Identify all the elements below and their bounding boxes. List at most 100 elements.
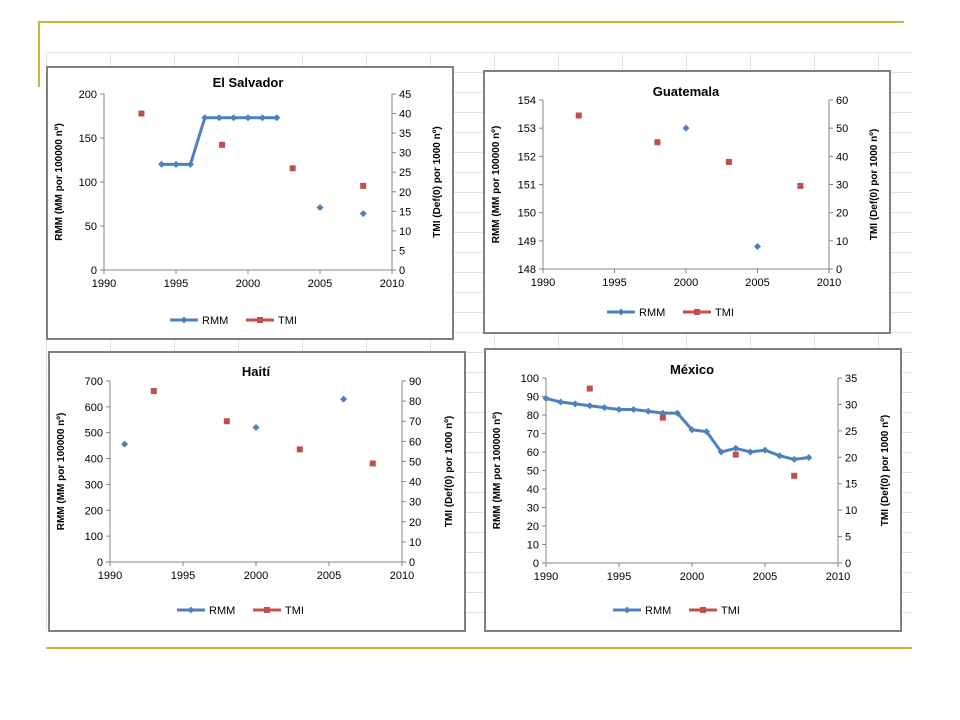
y2-tick-label: 30 xyxy=(399,148,411,160)
chart-svg: México 0 10 20 30 40 50 60 70 80 90 100 0 5 10 15 20 25 30… xyxy=(492,362,891,617)
chart-title: Haití xyxy=(242,364,271,379)
y-axis-title: RMM (MM por 100000 nº) xyxy=(56,413,67,531)
tmi-data-point xyxy=(797,182,804,189)
rmm-data-point xyxy=(644,407,652,415)
chart-haiti[interactable]: Haití 0 100 200 300 400 500 600 700 0 10 20 30 40 50 60… xyxy=(48,351,466,632)
x-tick-label: 1995 xyxy=(171,570,195,582)
chart-svg: Haití 0 100 200 300 400 500 600 700 0 10 20 30 40 50 60… xyxy=(56,364,455,617)
y-axis-title: RMM (MM por 100000 nº) xyxy=(54,123,65,241)
tmi-data-point xyxy=(296,446,303,453)
y2-axis-title: TMI (Def(0) por 1000 nº) xyxy=(869,129,880,240)
rmm-data-point xyxy=(630,405,638,413)
x-tick-label: 1995 xyxy=(607,571,631,583)
x-tick-label: 1990 xyxy=(531,277,555,289)
y-tick-label: 600 xyxy=(85,402,103,414)
y-tick-label: 150 xyxy=(79,133,97,145)
y2-tick-label: 15 xyxy=(845,479,857,491)
y-tick-label: 0 xyxy=(91,265,97,277)
tmi-data-point xyxy=(289,165,296,172)
y2-tick-label: 5 xyxy=(845,532,851,544)
y-tick-label: 152 xyxy=(518,151,536,163)
rmm-data-point xyxy=(244,114,252,122)
y2-tick-label: 40 xyxy=(409,477,421,489)
y2-tick-label: 5 xyxy=(399,245,405,257)
rmm-data-point xyxy=(571,400,579,408)
y-axis-title: RMM (MM por 100000 nº) xyxy=(491,126,502,244)
y-tick-label: 150 xyxy=(518,208,536,220)
rmm-data-point xyxy=(703,428,711,436)
y2-tick-label: 30 xyxy=(836,180,848,192)
legend-rmm-label: RMM xyxy=(202,315,228,327)
y-tick-label: 50 xyxy=(85,221,97,233)
rmm-data-point xyxy=(273,114,281,122)
rmm-data-point xyxy=(252,424,260,432)
legend-tmi-label: TMI xyxy=(715,307,734,319)
rmm-data-point xyxy=(746,448,754,456)
rmm-data-point xyxy=(600,404,608,412)
tmi-data-point xyxy=(725,158,732,165)
rmm-data-point xyxy=(805,454,813,462)
y2-tick-label: 40 xyxy=(836,151,848,163)
rmm-data-point xyxy=(682,124,690,132)
x-tick-label: 2005 xyxy=(317,570,341,582)
rmm-data-point xyxy=(557,398,565,406)
chart-mexico[interactable]: México 0 10 20 30 40 50 60 70 80 90 100 0 5 10 15 20 25 30… xyxy=(484,348,902,632)
y2-axis-title: TMI (Def(0) por 1000 nº) xyxy=(444,416,455,527)
y2-tick-label: 15 xyxy=(399,206,411,218)
tmi-data-point xyxy=(223,418,230,425)
y-tick-label: 200 xyxy=(79,89,97,101)
x-tick-label: 2010 xyxy=(390,570,414,582)
y2-tick-label: 50 xyxy=(409,456,421,468)
x-tick-label: 1995 xyxy=(164,278,188,290)
legend-tmi-marker xyxy=(264,607,270,613)
x-tick-label: 1990 xyxy=(92,278,116,290)
legend-tmi-marker xyxy=(700,607,706,613)
tmi-data-point xyxy=(369,460,376,467)
chart-guatemala[interactable]: Guatemala 148 149 150 151 152 153 154 0 10 20 30 40 5… xyxy=(483,70,891,334)
y2-tick-label: 30 xyxy=(845,399,857,411)
y2-tick-label: 60 xyxy=(409,436,421,448)
tmi-data-point xyxy=(659,414,666,421)
rmm-data-point xyxy=(673,409,681,417)
y2-tick-label: 20 xyxy=(836,208,848,220)
y2-tick-label: 40 xyxy=(399,109,411,121)
rmm-data-point xyxy=(586,402,594,410)
y2-tick-label: 0 xyxy=(409,557,415,569)
y-tick-label: 90 xyxy=(527,392,539,404)
y2-tick-label: 20 xyxy=(845,452,857,464)
y-tick-label: 151 xyxy=(518,180,536,192)
y2-tick-label: 0 xyxy=(845,558,851,570)
y-tick-label: 100 xyxy=(85,531,103,543)
x-tick-label: 2010 xyxy=(817,277,841,289)
y2-tick-label: 70 xyxy=(409,416,421,428)
rmm-data-point xyxy=(340,395,348,403)
y-tick-label: 50 xyxy=(527,466,539,478)
chart-title: México xyxy=(670,362,714,377)
y2-tick-label: 35 xyxy=(399,128,411,140)
chart-svg: Guatemala 148 149 150 151 152 153 154 0 10 20 30 40 5… xyxy=(491,84,880,319)
chart-title: Guatemala xyxy=(653,84,720,99)
legend-tmi-marker xyxy=(694,309,700,315)
x-tick-label: 2000 xyxy=(674,277,698,289)
legend-rmm-marker xyxy=(617,308,625,316)
rmm-data-point xyxy=(615,405,623,413)
x-tick-label: 1990 xyxy=(534,571,558,583)
y-tick-label: 20 xyxy=(527,521,539,533)
chart-title: El Salvador xyxy=(213,75,284,90)
x-tick-label: 2000 xyxy=(680,571,704,583)
rmm-series-line xyxy=(161,116,277,166)
y-axis-title: RMM (MM por 100000 nº) xyxy=(492,412,503,530)
y2-tick-label: 10 xyxy=(399,226,411,238)
chart-el-salvador[interactable]: El Salvador 0 50 100 150 200 0 5 10 15 20 25 30 35 40 4… xyxy=(46,66,454,340)
y-tick-label: 148 xyxy=(518,264,536,276)
y2-tick-label: 10 xyxy=(836,236,848,248)
y-tick-label: 400 xyxy=(85,454,103,466)
y-tick-label: 0 xyxy=(97,557,103,569)
x-tick-label: 2005 xyxy=(745,277,769,289)
rmm-data-point xyxy=(172,160,180,168)
rmm-data-point xyxy=(230,114,238,122)
rmm-data-point xyxy=(316,204,324,212)
rmm-data-point xyxy=(761,446,769,454)
x-tick-label: 2010 xyxy=(380,278,404,290)
